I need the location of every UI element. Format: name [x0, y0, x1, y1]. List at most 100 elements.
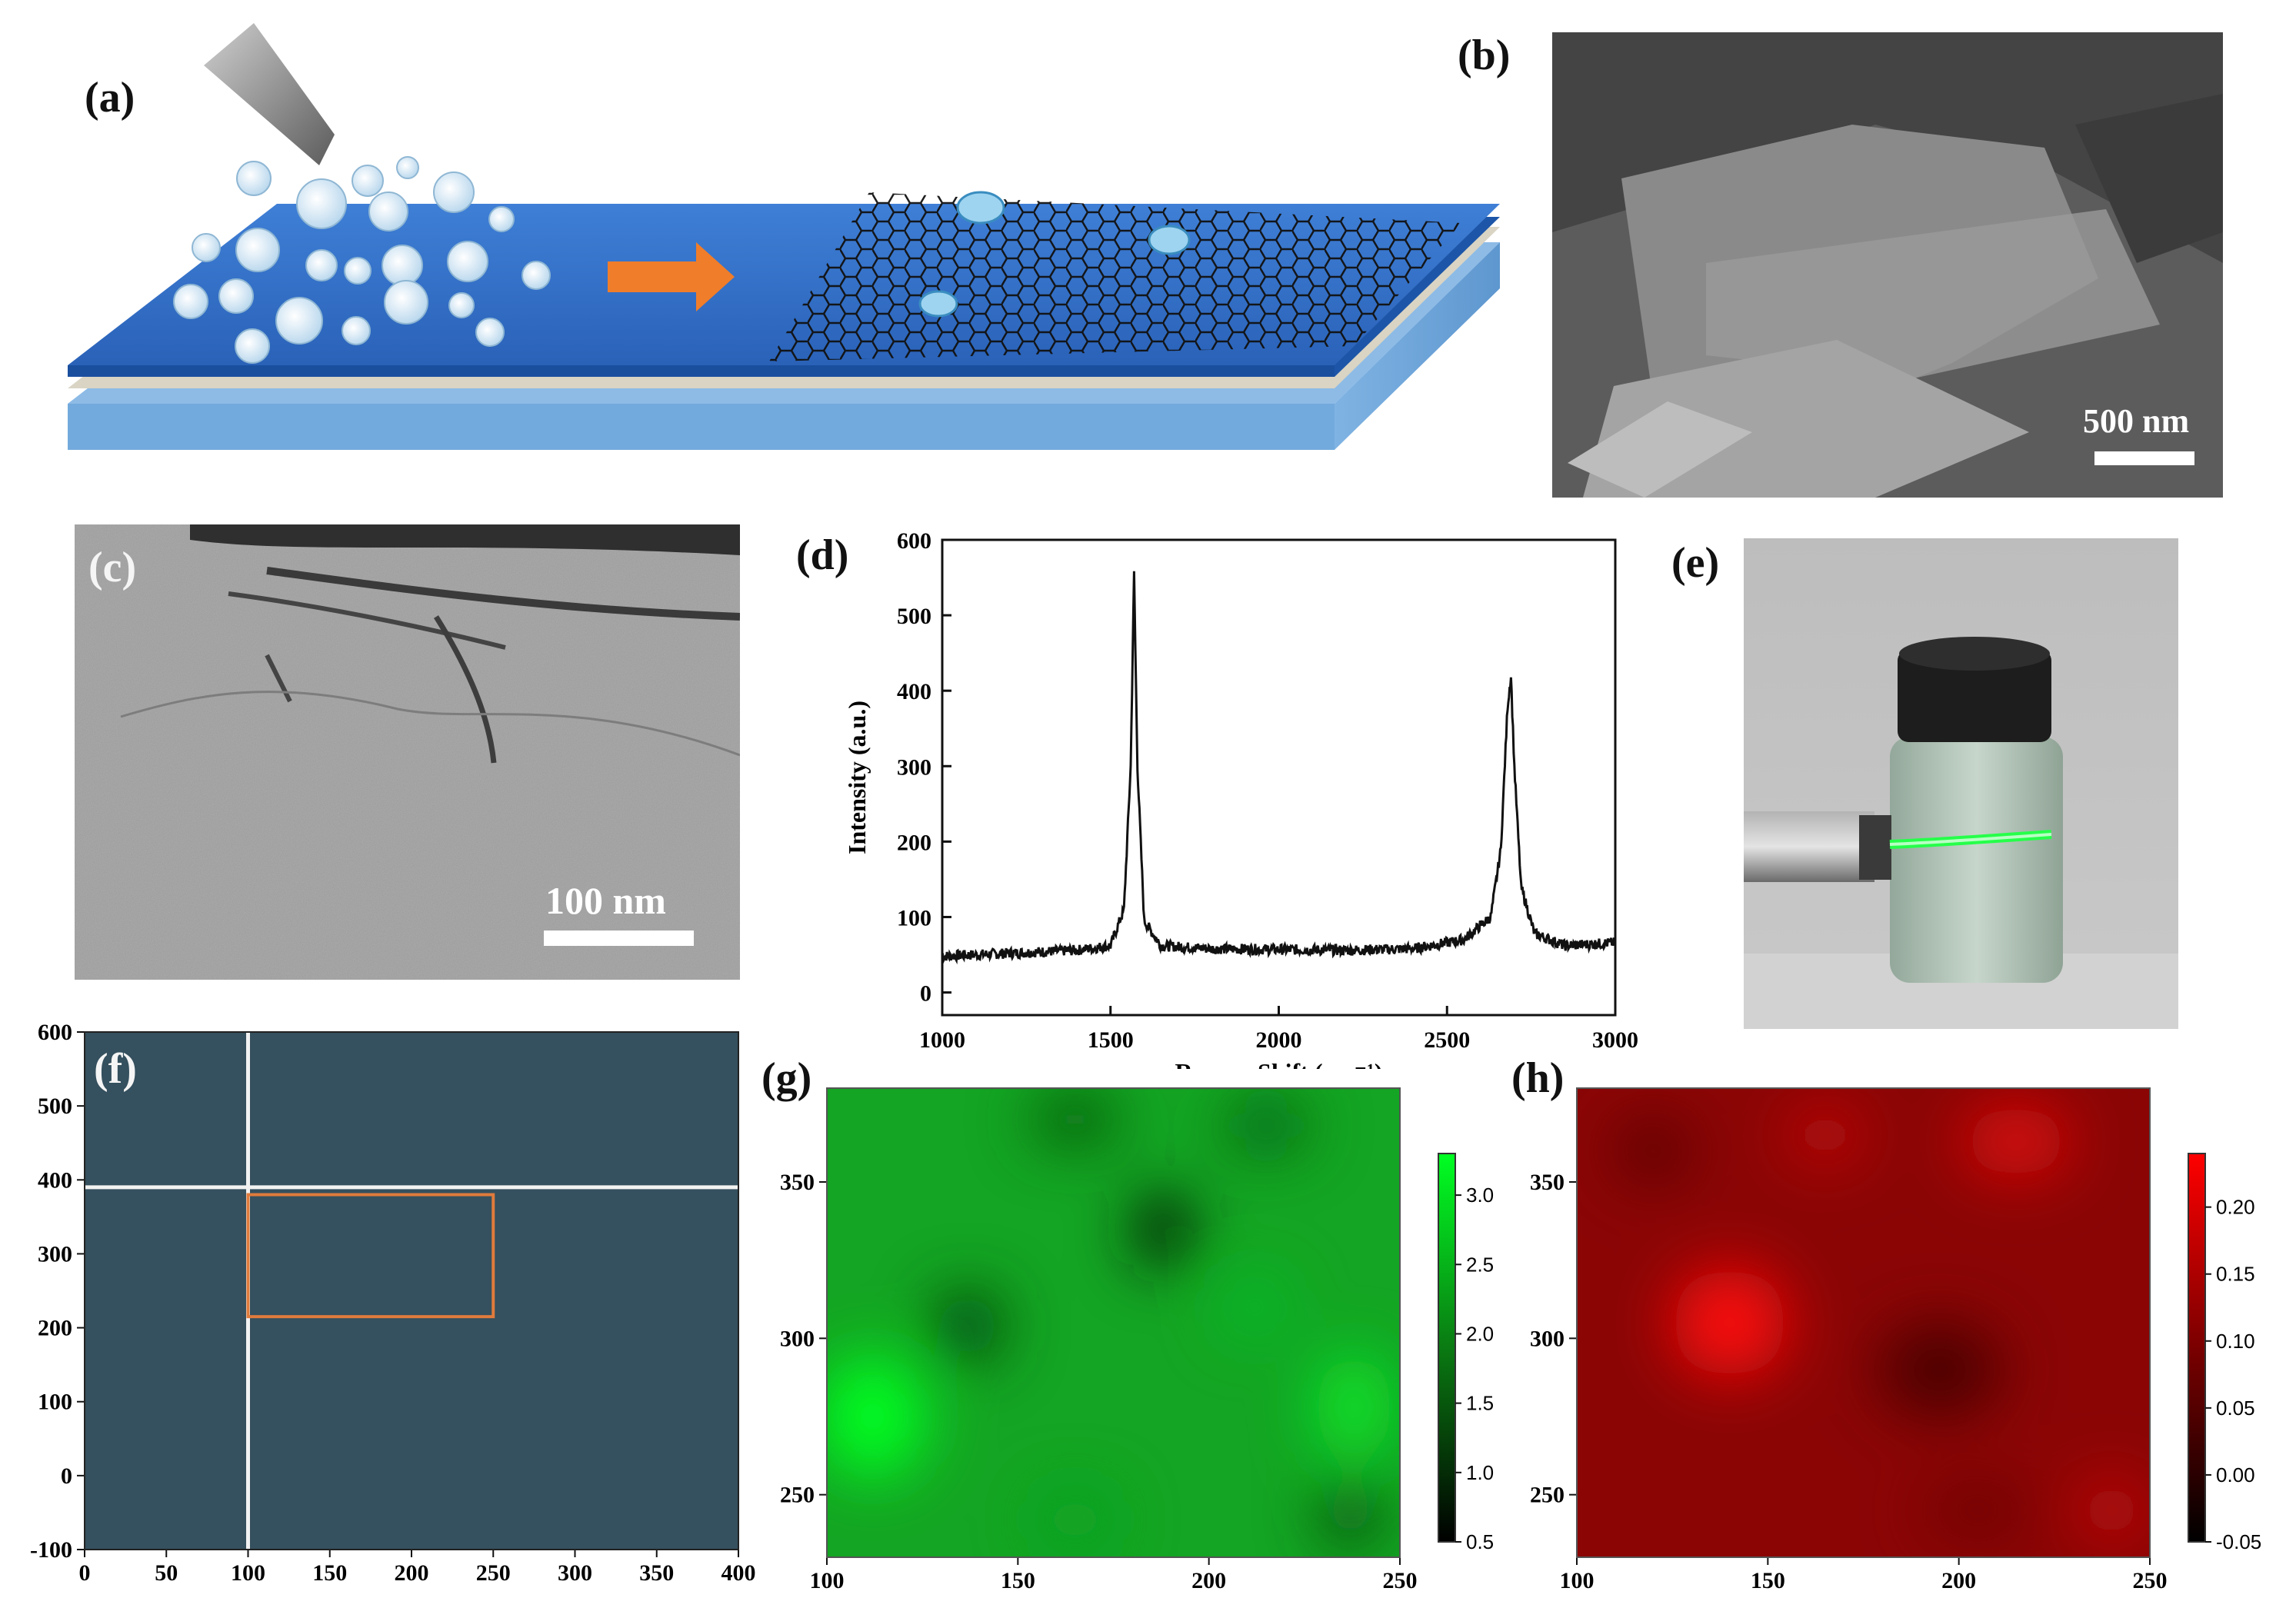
selection-box: [246, 1193, 495, 1319]
process-arrow: [608, 242, 735, 311]
panel-label-a: (a): [85, 74, 135, 122]
panel-label-e: (e): [1671, 539, 1720, 587]
x-tick-label: 2000: [1256, 1027, 1302, 1053]
heatmap-spot: [1615, 1120, 1692, 1182]
colorbar-tick-label: 3.0: [1466, 1184, 1494, 1207]
x-tick-label: 150: [1001, 1568, 1035, 1593]
panel-label-h: (h): [1511, 1054, 1565, 1102]
heatmap-blobs: [827, 1096, 1393, 1547]
heatmap-spot: [1028, 1096, 1121, 1143]
colorbar-tick-label: 1.5: [1466, 1392, 1494, 1415]
optical-background: [85, 1032, 738, 1550]
heatmap-spot: [1224, 1280, 1286, 1334]
y-tick-label: 250: [780, 1483, 815, 1508]
y-tick-label: 500: [38, 1094, 72, 1119]
x-tick-label: 300: [558, 1560, 592, 1586]
heatmap-spot: [827, 1355, 927, 1478]
colorbar-tick-label: 0.05: [2216, 1397, 2255, 1420]
raman-spectrum-line: [941, 571, 1617, 965]
heatmap-spot: [1924, 1487, 2032, 1533]
x-tick-label: 1500: [1088, 1027, 1134, 1053]
panel-label-f: (f): [94, 1045, 137, 1093]
x-tick-label: 1000: [919, 1027, 965, 1053]
y-tick-label: 250: [1530, 1483, 1565, 1508]
y-tick-label: 600: [897, 528, 931, 554]
raman-map-h: 100 150 200 250 250 300 350 -0.05 0.00 0.05 0.10 0.…: [1530, 1087, 2261, 1593]
y-tick-label: 300: [1530, 1326, 1565, 1351]
heatmap-spot: [1671, 1269, 1788, 1377]
colorbar-tick-label: 2.0: [1466, 1322, 1494, 1345]
y-tick-label: 300: [897, 754, 931, 780]
y-tick-label: 200: [38, 1316, 72, 1341]
colorbar: [2188, 1153, 2206, 1543]
sem-image: 500 nm: [1552, 32, 2223, 498]
x-tick-label: 250: [2133, 1568, 2168, 1593]
vial-cap: [1898, 650, 2051, 742]
heatmap-spot: [1036, 1493, 1114, 1547]
heatmap-base: [827, 1088, 1400, 1557]
heatmap-spot: [1786, 1108, 1864, 1162]
panel-label-c: (c): [88, 544, 137, 591]
colorbar-tick-label: 1.0: [1466, 1461, 1494, 1484]
laser-pointer: [1744, 811, 1874, 882]
graphene-mesh: [769, 192, 1461, 361]
colorbar-tick-label: 0.15: [2216, 1263, 2255, 1286]
y-tick-label: 200: [897, 830, 931, 855]
substrate-front: [68, 404, 1335, 450]
y-tick-label: 100: [897, 905, 931, 931]
colorbar-tick-label: 0.20: [2216, 1196, 2255, 1219]
y-tick-label: 0: [61, 1463, 72, 1489]
panel-label-g: (g): [761, 1054, 812, 1102]
x-tick-label: 250: [476, 1560, 511, 1586]
plot-frame: [84, 1031, 739, 1550]
heatmap-spot: [1315, 1353, 1393, 1461]
y-axis-label: Intensity (a.u.): [843, 701, 871, 854]
colorbar-tick-label: -0.05: [2216, 1530, 2261, 1553]
y-tick-label: 300: [780, 1326, 815, 1351]
x-axis-label: Raman Shift (cm⁻¹): [1175, 1058, 1382, 1069]
scale-bar-label-b: 500 nm: [2083, 402, 2190, 440]
heatmap-spot: [1319, 1483, 1381, 1545]
scale-bar-label-c: 100 nm: [545, 879, 666, 922]
heatmap-spot: [2077, 1480, 2147, 1541]
vial-body: [1890, 737, 2063, 983]
y-tick-label: 0: [920, 981, 931, 1007]
y-tick-label: 350: [780, 1170, 815, 1195]
x-tick-label: 150: [312, 1560, 347, 1586]
y-tick-label: 100: [38, 1390, 72, 1415]
x-tick-label: 0: [79, 1560, 91, 1586]
scale-bar-c: [544, 931, 694, 946]
y-tick-label: -100: [30, 1537, 72, 1563]
x-tick-label: 100: [1560, 1568, 1595, 1593]
x-tick-label: 200: [1941, 1568, 1976, 1593]
panel-a-schematic: (a): [0, 0, 1523, 492]
scale-bar-b: [2094, 451, 2194, 465]
x-tick-label: 350: [639, 1560, 674, 1586]
x-tick-label: 2500: [1424, 1027, 1470, 1053]
y-tick-label: 300: [38, 1241, 72, 1267]
x-tick-label: 150: [1751, 1568, 1785, 1593]
heatmap-spot: [1132, 1190, 1195, 1267]
optical-map: 0 50 100 150 200 250 300 350 400 -100 0 100 200 300 40…: [30, 1020, 756, 1586]
x-tick-label: 400: [721, 1560, 756, 1586]
plot-frame: [1576, 1087, 2151, 1558]
y-tick-label: 350: [1530, 1170, 1565, 1195]
x-tick-label: 50: [155, 1560, 178, 1586]
y-tick-label: 600: [38, 1020, 72, 1045]
heatmap-spot: [1224, 1102, 1309, 1149]
y-tick-label: 400: [897, 679, 931, 704]
heatmap-spot: [1962, 1107, 2071, 1177]
heatmap-spot: [933, 1291, 1003, 1361]
colorbar-tick-label: 2.5: [1466, 1253, 1494, 1276]
y-tick-label: 400: [38, 1167, 72, 1193]
colorbar-tick-label: 0.00: [2216, 1463, 2255, 1486]
tem-image: (c) 100 nm: [75, 524, 740, 980]
x-tick-label: 200: [395, 1560, 429, 1586]
x-tick-label: 3000: [1592, 1027, 1638, 1053]
x-tick-label: 100: [810, 1568, 845, 1593]
raman-map-g: 100 150 200 250 250 300 350 0.5 1.0 1.5 2.0 2.5 3.0: [780, 1087, 1494, 1593]
panel-label-b: (b): [1458, 32, 1511, 79]
plot-frame: [826, 1087, 1401, 1558]
spray-nozzle: [204, 23, 335, 165]
colorbar: [1438, 1153, 1456, 1543]
